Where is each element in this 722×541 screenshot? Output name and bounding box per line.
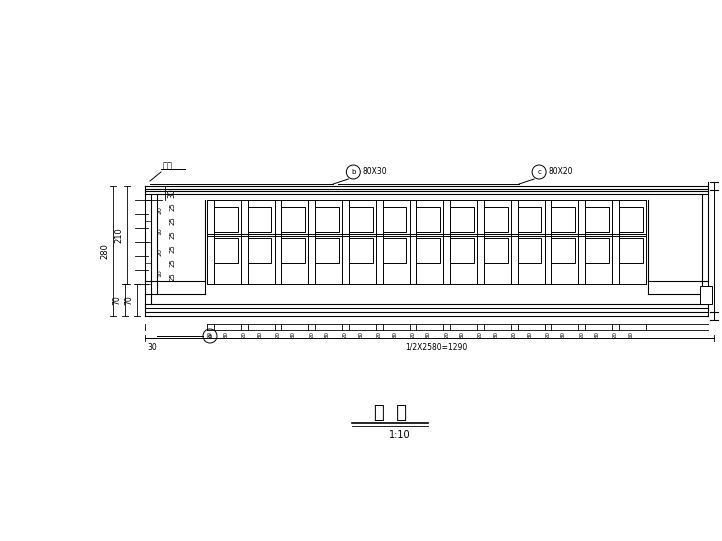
Text: 20: 20 xyxy=(208,331,213,338)
Text: 80: 80 xyxy=(325,331,330,338)
Bar xyxy=(619,207,643,232)
Text: 280: 280 xyxy=(100,243,109,259)
Text: 25: 25 xyxy=(170,272,176,281)
Text: 20: 20 xyxy=(275,331,280,338)
Text: 20: 20 xyxy=(613,331,618,338)
Text: 60: 60 xyxy=(629,331,634,338)
Text: 25: 25 xyxy=(170,258,176,267)
Text: 挂  落: 挂 落 xyxy=(373,404,406,422)
Text: 80: 80 xyxy=(561,331,566,338)
Text: 80: 80 xyxy=(426,331,431,338)
Text: 20: 20 xyxy=(157,207,162,214)
Bar xyxy=(518,239,542,263)
Text: 25: 25 xyxy=(170,202,176,212)
Text: 20: 20 xyxy=(444,331,449,338)
Text: 20: 20 xyxy=(546,331,551,338)
Bar xyxy=(586,207,609,232)
Text: 25: 25 xyxy=(170,245,176,253)
Text: 70: 70 xyxy=(124,295,133,305)
Text: b: b xyxy=(351,169,355,175)
Bar xyxy=(315,207,339,232)
Text: 80: 80 xyxy=(527,331,532,338)
Text: 1/2X2580=1290: 1/2X2580=1290 xyxy=(405,343,468,352)
Text: 80: 80 xyxy=(460,331,465,338)
Text: 25: 25 xyxy=(170,216,176,225)
Text: 20: 20 xyxy=(309,331,314,338)
Bar xyxy=(417,239,440,263)
Text: 80: 80 xyxy=(291,331,296,338)
Text: 20: 20 xyxy=(377,331,382,338)
Bar xyxy=(282,207,305,232)
Text: 10: 10 xyxy=(157,269,162,277)
Text: 70: 70 xyxy=(112,295,121,305)
Text: 20: 20 xyxy=(411,331,415,338)
Text: 30: 30 xyxy=(147,343,157,352)
Bar xyxy=(349,207,373,232)
Bar xyxy=(552,207,575,232)
Text: 1:10: 1:10 xyxy=(389,430,411,440)
Text: 80: 80 xyxy=(359,331,363,338)
Text: 80: 80 xyxy=(392,331,397,338)
Bar xyxy=(619,239,643,263)
Text: 25: 25 xyxy=(170,230,176,239)
Bar xyxy=(700,286,712,304)
Text: 80: 80 xyxy=(494,331,499,338)
Text: 20: 20 xyxy=(478,331,483,338)
Bar xyxy=(383,239,406,263)
Text: a: a xyxy=(208,333,212,339)
Text: 20: 20 xyxy=(343,331,348,338)
Bar xyxy=(248,239,271,263)
Bar xyxy=(484,207,508,232)
Bar xyxy=(484,239,508,263)
Text: 80: 80 xyxy=(595,331,600,338)
Bar xyxy=(417,207,440,232)
Bar xyxy=(282,239,305,263)
Text: 80: 80 xyxy=(257,331,262,338)
Bar xyxy=(248,207,271,232)
Text: 20: 20 xyxy=(157,248,162,256)
Text: 台阶: 台阶 xyxy=(163,161,173,170)
Text: 210: 210 xyxy=(114,227,123,242)
Text: c: c xyxy=(537,169,541,175)
Text: 80X30: 80X30 xyxy=(362,168,387,176)
Bar xyxy=(214,239,238,263)
Bar xyxy=(315,239,339,263)
Text: 30: 30 xyxy=(167,188,176,198)
Text: 10: 10 xyxy=(157,227,162,235)
Text: 80X20: 80X20 xyxy=(548,168,573,176)
Bar xyxy=(349,239,373,263)
Text: 20: 20 xyxy=(242,331,247,338)
Text: 20: 20 xyxy=(512,331,517,338)
Bar xyxy=(518,207,542,232)
Bar xyxy=(450,207,474,232)
Text: 80: 80 xyxy=(223,331,228,338)
Bar xyxy=(214,207,238,232)
Bar xyxy=(383,207,406,232)
Text: 20: 20 xyxy=(579,331,584,338)
Bar xyxy=(552,239,575,263)
Bar xyxy=(450,239,474,263)
Bar xyxy=(586,239,609,263)
